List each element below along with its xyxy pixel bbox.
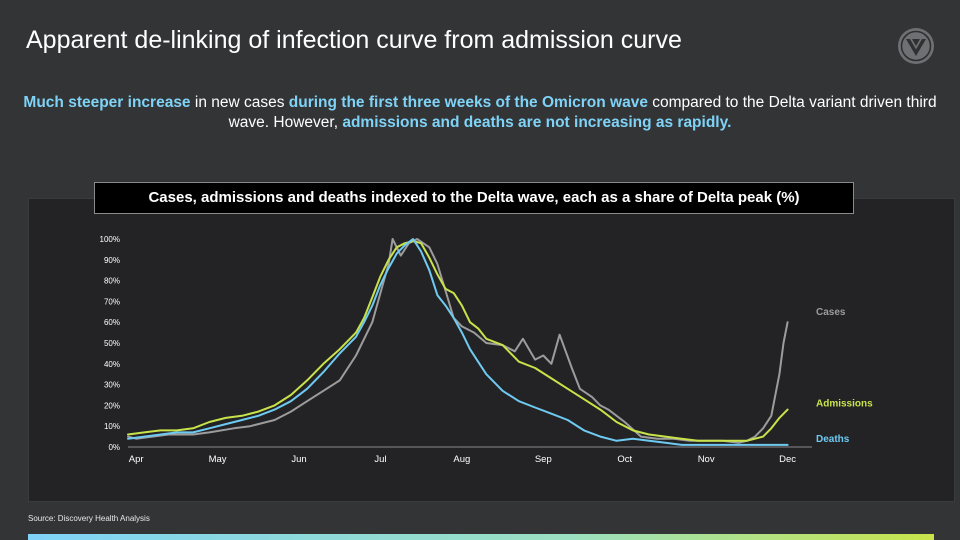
- y-tick-label: 10%: [104, 422, 120, 431]
- source-note: Source: Discovery Health Analysis: [28, 514, 150, 523]
- x-tick-label: Jun: [291, 454, 306, 465]
- series-line-deaths: [127, 238, 789, 446]
- chart-title: Cases, admissions and deaths indexed to …: [94, 182, 854, 214]
- footer-accent-bar: [28, 534, 934, 540]
- y-tick-label: 0%: [108, 443, 120, 452]
- x-tick-label: Sep: [535, 454, 552, 465]
- subtitle-text-1: in new cases: [190, 94, 289, 111]
- page-title: Apparent de-linking of infection curve f…: [26, 26, 682, 54]
- y-tick-label: 80%: [104, 277, 120, 286]
- headline-summary: Much steeper increase in new cases durin…: [20, 93, 940, 133]
- y-tick-label: 60%: [104, 318, 120, 327]
- legend-label-deaths: Deaths: [816, 434, 850, 445]
- x-tick-label: Nov: [698, 454, 715, 465]
- x-tick-label: Jul: [374, 454, 386, 465]
- x-tick-label: Oct: [617, 454, 632, 465]
- y-tick-label: 30%: [104, 381, 120, 390]
- highlight-first-three-weeks: during the first three weeks of the Omic…: [288, 94, 648, 111]
- x-tick-label: May: [209, 454, 227, 465]
- x-tick-label: Aug: [453, 454, 470, 465]
- x-tick-label: Dec: [779, 454, 796, 465]
- shield-logo-icon: [898, 28, 934, 64]
- chart-panel: [28, 198, 955, 502]
- y-tick-label: 50%: [104, 339, 120, 348]
- highlight-admissions-deaths: admissions and deaths are not increasing…: [342, 114, 732, 131]
- y-tick-label: 90%: [104, 256, 120, 265]
- y-tick-label: 70%: [104, 297, 120, 306]
- legend-label-admissions: Admissions: [816, 399, 873, 410]
- subtitle-text-2: compared to the Delta variant driven thi…: [228, 94, 937, 131]
- y-tick-label: 100%: [100, 235, 120, 244]
- y-tick-label: 20%: [104, 401, 120, 410]
- series-line-cases: [127, 238, 789, 444]
- series-line-admissions: [127, 240, 789, 442]
- y-tick-label: 40%: [104, 360, 120, 369]
- highlight-steeper-increase: Much steeper increase: [23, 94, 191, 111]
- x-tick-label: Apr: [129, 454, 144, 465]
- legend-label-cases: Cases: [816, 307, 846, 318]
